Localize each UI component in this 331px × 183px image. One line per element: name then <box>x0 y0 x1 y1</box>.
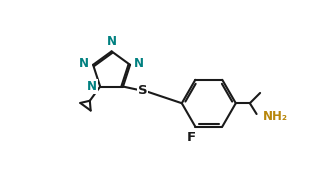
Text: S: S <box>138 84 147 97</box>
Text: N: N <box>87 80 97 93</box>
Text: N: N <box>134 57 144 70</box>
Text: F: F <box>187 131 196 144</box>
Text: N: N <box>107 35 117 48</box>
Text: N: N <box>79 57 89 70</box>
Text: NH₂: NH₂ <box>262 110 288 123</box>
